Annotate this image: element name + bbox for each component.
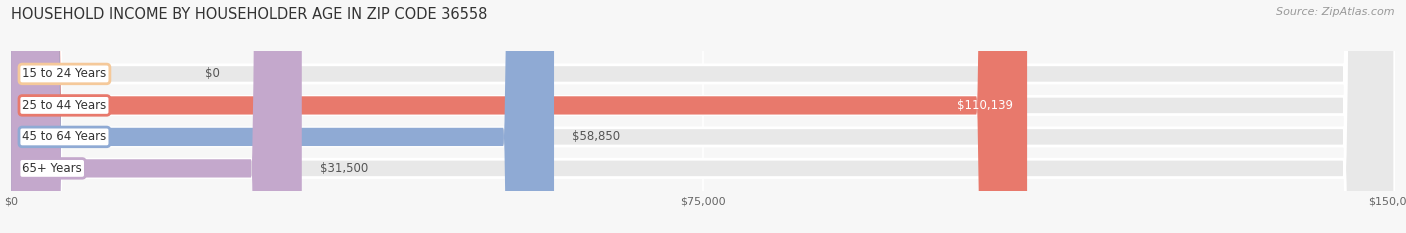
Text: $31,500: $31,500 xyxy=(321,162,368,175)
FancyBboxPatch shape xyxy=(11,0,554,233)
Text: 65+ Years: 65+ Years xyxy=(22,162,82,175)
Text: 45 to 64 Years: 45 to 64 Years xyxy=(22,130,107,143)
FancyBboxPatch shape xyxy=(11,0,1395,233)
FancyBboxPatch shape xyxy=(11,0,1028,233)
Text: HOUSEHOLD INCOME BY HOUSEHOLDER AGE IN ZIP CODE 36558: HOUSEHOLD INCOME BY HOUSEHOLDER AGE IN Z… xyxy=(11,7,488,22)
FancyBboxPatch shape xyxy=(11,0,302,233)
Text: 15 to 24 Years: 15 to 24 Years xyxy=(22,67,107,80)
FancyBboxPatch shape xyxy=(11,0,1395,233)
Text: $110,139: $110,139 xyxy=(957,99,1014,112)
Text: $0: $0 xyxy=(205,67,219,80)
Text: Source: ZipAtlas.com: Source: ZipAtlas.com xyxy=(1277,7,1395,17)
FancyBboxPatch shape xyxy=(11,0,1395,233)
Text: $58,850: $58,850 xyxy=(572,130,620,143)
Text: 25 to 44 Years: 25 to 44 Years xyxy=(22,99,107,112)
FancyBboxPatch shape xyxy=(11,0,1395,233)
